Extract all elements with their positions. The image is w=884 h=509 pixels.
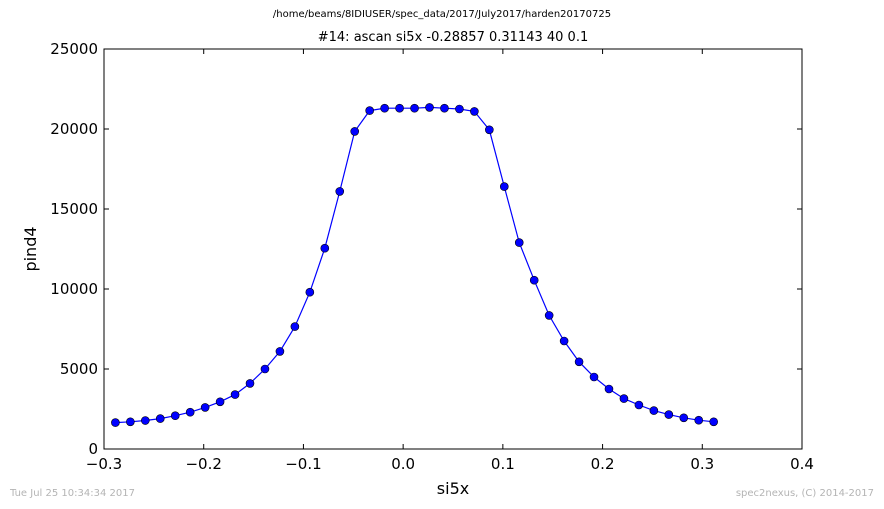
- y-tick-label: 25000: [50, 40, 98, 58]
- data-point: [485, 125, 494, 135]
- x-tick-label: 0.2: [591, 455, 615, 473]
- data-point: [141, 416, 150, 425]
- x-tick-label: 0.3: [690, 455, 714, 473]
- data-point: [634, 400, 644, 410]
- data-point: [544, 311, 554, 320]
- y-axis-label: pind4: [21, 226, 40, 271]
- data-point: [679, 413, 689, 423]
- series-line: [115, 106, 714, 424]
- footer-timestamp: Tue Jul 25 10:34:34 2017: [10, 488, 135, 499]
- data-point: [709, 417, 718, 427]
- x-tick-label: −0.3: [86, 455, 122, 473]
- data-point: [604, 384, 614, 394]
- data-point: [395, 103, 404, 113]
- x-axis-label: si5x: [437, 479, 469, 498]
- x-tick-label: 0.0: [391, 455, 415, 473]
- data-point: [365, 106, 374, 115]
- data-point: [155, 414, 165, 423]
- data-point: [410, 103, 419, 113]
- data-point: [335, 187, 345, 196]
- data-point: [275, 347, 285, 356]
- x-tick-label: 0.4: [790, 455, 814, 473]
- x-tick-label: −0.1: [285, 455, 321, 473]
- data-point: [559, 336, 569, 346]
- data-point: [320, 243, 330, 253]
- data-point: [649, 406, 659, 415]
- data-point: [589, 372, 599, 382]
- data-point: [380, 103, 389, 113]
- data-point: [200, 403, 210, 412]
- figure-suptitle: /home/beams/8IDIUSER/spec_data/2017/July…: [272, 9, 612, 20]
- data-point: [664, 410, 674, 419]
- data-point: [455, 104, 464, 114]
- data-point: [290, 322, 300, 331]
- x-ticks: −0.3 −0.2 −0.1 0.0 0.1 0.2 0.3 0.4: [86, 49, 814, 473]
- axes-frame: [103, 48, 803, 450]
- data-point: [185, 407, 195, 417]
- y-tick-label: 5000: [60, 360, 98, 378]
- plot-layer: [111, 103, 718, 427]
- data-point: [230, 390, 240, 399]
- y-tick-label: 20000: [50, 120, 98, 138]
- data-point: [170, 411, 180, 421]
- x-tick-label: 0.1: [491, 455, 515, 473]
- y-tick-label: 0: [88, 440, 98, 458]
- data-point: [350, 127, 360, 136]
- data-point: [619, 394, 629, 403]
- data-point: [215, 397, 225, 407]
- data-point: [440, 103, 449, 113]
- data-point: [529, 275, 539, 285]
- x-tick-label: −0.2: [185, 455, 221, 473]
- data-point: [305, 287, 315, 297]
- data-point: [574, 357, 584, 367]
- chart-title: #14: ascan si5x -0.28857 0.31143 40 0.1: [317, 30, 589, 45]
- data-point: [514, 238, 524, 247]
- data-point: [499, 182, 509, 191]
- y-tick-label: 10000: [50, 280, 98, 298]
- data-point: [470, 107, 479, 116]
- data-point: [260, 364, 270, 374]
- data-point: [425, 103, 434, 112]
- y-ticks: 0 5000 10000 15000 20000 25000: [50, 40, 802, 458]
- data-point: [126, 417, 135, 427]
- y-tick-label: 15000: [50, 200, 98, 218]
- data-point: [111, 418, 120, 427]
- footer-credit: spec2nexus, (C) 2014-2017: [735, 488, 874, 499]
- data-point: [245, 379, 255, 388]
- data-point: [694, 415, 704, 425]
